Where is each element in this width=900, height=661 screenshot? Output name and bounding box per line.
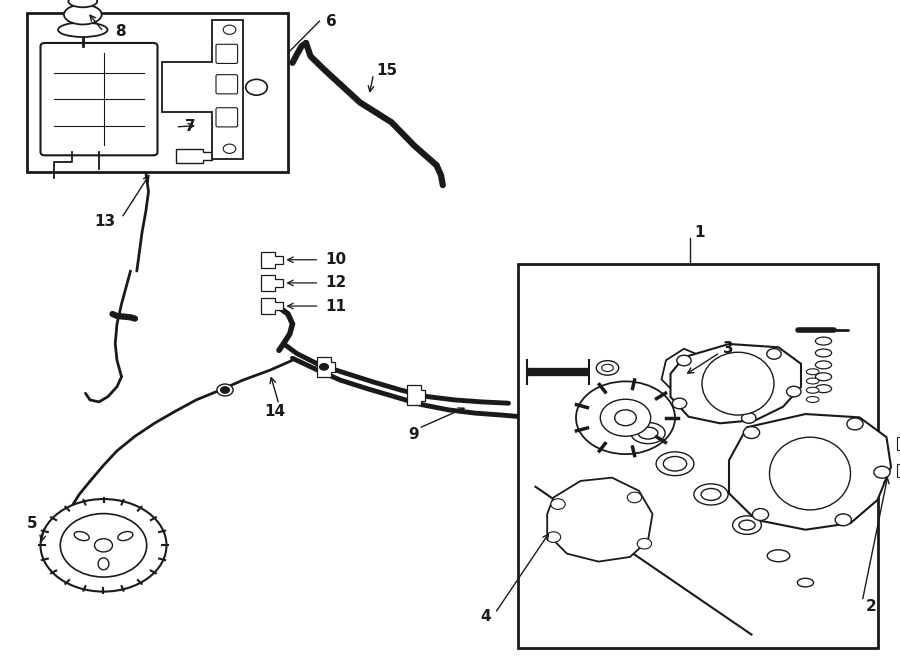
Circle shape (576, 381, 675, 454)
Ellipse shape (815, 385, 832, 393)
Polygon shape (897, 463, 900, 477)
Circle shape (551, 499, 565, 510)
Ellipse shape (701, 488, 721, 500)
Circle shape (217, 384, 233, 396)
Ellipse shape (739, 520, 755, 530)
Polygon shape (407, 385, 425, 405)
Polygon shape (662, 349, 711, 393)
Text: 11: 11 (326, 299, 346, 313)
Circle shape (60, 514, 147, 577)
FancyBboxPatch shape (216, 75, 238, 94)
Ellipse shape (601, 364, 613, 371)
Text: 12: 12 (326, 276, 347, 290)
Circle shape (847, 418, 863, 430)
Circle shape (223, 144, 236, 153)
Polygon shape (261, 298, 284, 314)
Ellipse shape (797, 578, 814, 587)
Circle shape (546, 532, 561, 543)
Circle shape (743, 426, 760, 438)
Polygon shape (729, 414, 891, 529)
Ellipse shape (806, 378, 819, 384)
Ellipse shape (770, 437, 850, 510)
FancyBboxPatch shape (40, 43, 158, 155)
Ellipse shape (815, 373, 832, 381)
Bar (27, 13, 288, 172)
Ellipse shape (118, 531, 133, 541)
Circle shape (787, 386, 801, 397)
Polygon shape (162, 20, 243, 159)
Polygon shape (176, 149, 211, 163)
Circle shape (316, 361, 332, 373)
Ellipse shape (815, 337, 832, 345)
Ellipse shape (68, 0, 97, 7)
Text: 14: 14 (264, 405, 285, 419)
Bar (518, 264, 878, 648)
Circle shape (223, 25, 236, 34)
Text: 13: 13 (94, 214, 115, 229)
Circle shape (320, 364, 328, 370)
Ellipse shape (98, 558, 109, 570)
Circle shape (677, 355, 691, 366)
Circle shape (246, 79, 267, 95)
Ellipse shape (74, 531, 89, 541)
Text: 15: 15 (376, 63, 397, 78)
Ellipse shape (815, 361, 832, 369)
Polygon shape (897, 437, 900, 450)
Ellipse shape (815, 349, 832, 357)
Polygon shape (670, 344, 801, 423)
Ellipse shape (806, 369, 819, 375)
Text: 8: 8 (115, 24, 126, 39)
Polygon shape (547, 478, 652, 562)
Text: 3: 3 (723, 341, 734, 356)
Ellipse shape (702, 352, 774, 415)
Text: 6: 6 (326, 14, 337, 28)
Circle shape (742, 412, 756, 423)
Ellipse shape (58, 22, 108, 37)
Polygon shape (261, 275, 284, 291)
Ellipse shape (656, 452, 694, 476)
Ellipse shape (64, 5, 102, 24)
Circle shape (615, 410, 636, 426)
Text: 4: 4 (480, 609, 491, 624)
Text: 5: 5 (27, 516, 38, 531)
Text: 2: 2 (866, 600, 877, 614)
Circle shape (600, 399, 651, 436)
Ellipse shape (596, 361, 618, 375)
Ellipse shape (638, 427, 658, 439)
Circle shape (672, 398, 687, 408)
Text: 10: 10 (326, 253, 346, 267)
Ellipse shape (663, 457, 687, 471)
Ellipse shape (806, 397, 819, 403)
Circle shape (40, 499, 166, 592)
Text: 1: 1 (695, 225, 706, 240)
Text: 7: 7 (184, 120, 195, 134)
FancyBboxPatch shape (216, 108, 238, 127)
Text: 9: 9 (409, 428, 419, 442)
Circle shape (637, 539, 652, 549)
Circle shape (220, 387, 230, 393)
Circle shape (767, 348, 781, 359)
Ellipse shape (733, 516, 761, 534)
Circle shape (627, 492, 642, 503)
Circle shape (874, 466, 890, 478)
Circle shape (835, 514, 851, 525)
Ellipse shape (631, 422, 665, 444)
Ellipse shape (694, 484, 728, 505)
FancyBboxPatch shape (216, 44, 238, 63)
Circle shape (94, 539, 112, 552)
Circle shape (752, 508, 769, 520)
Polygon shape (317, 357, 335, 377)
Ellipse shape (767, 550, 790, 562)
Ellipse shape (806, 387, 819, 393)
Polygon shape (261, 252, 284, 268)
